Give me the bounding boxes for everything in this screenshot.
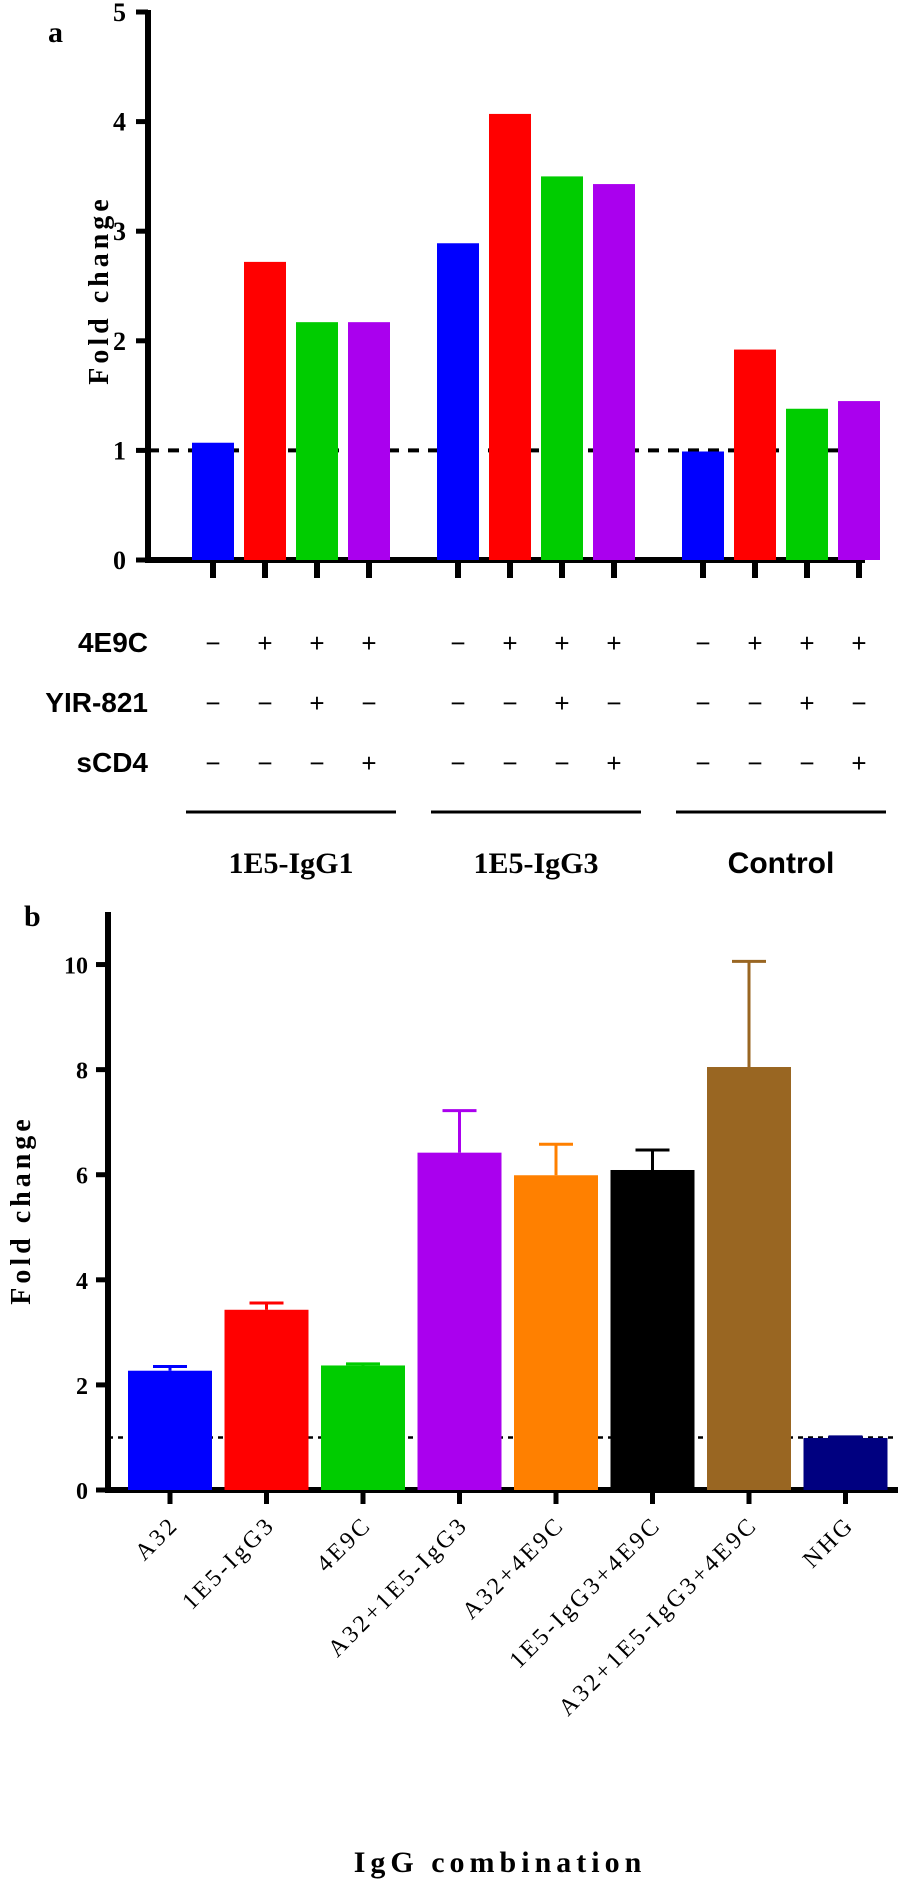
panel-a-bar bbox=[489, 113, 531, 560]
panel-a-bar bbox=[192, 442, 234, 560]
panel-a-condition-sign: − bbox=[554, 748, 569, 778]
panel-a-condition-sign: − bbox=[205, 628, 220, 658]
panel-a-group-label: Control bbox=[728, 847, 835, 880]
panel-a-bars bbox=[192, 113, 880, 561]
panel-b-y-tick-label: 10 bbox=[64, 954, 88, 980]
panel-a-bar bbox=[244, 261, 286, 560]
panel-a-condition-table: 4E9C − + + + − + + + − + + + YIR-821 − − + − − − + − − − + − sCD4 −… bbox=[45, 627, 886, 880]
panel-a-bar bbox=[437, 243, 479, 561]
panel-b-x-axis-title: IgG combination bbox=[354, 1846, 647, 1879]
panel-a-condition-sign: + bbox=[851, 628, 866, 658]
panel-a-bar bbox=[348, 322, 390, 560]
panel-b-y-tick-label: 4 bbox=[76, 1269, 88, 1295]
panel-b-y-tick-label: 8 bbox=[76, 1059, 88, 1085]
panel-a-condition-sign: − bbox=[695, 688, 710, 718]
panel-a-y-tick-label: 5 bbox=[113, 0, 126, 27]
panel-a-group-label: 1E5-IgG3 bbox=[473, 847, 598, 880]
panel-a-condition-sign: − bbox=[450, 688, 465, 718]
panel-b-bar bbox=[321, 1365, 405, 1490]
panel-a-bar bbox=[593, 184, 635, 560]
panel-b-y-tick-label: 6 bbox=[76, 1164, 88, 1190]
panel-a-bar bbox=[838, 401, 880, 560]
panel-a-condition-sign: − bbox=[851, 688, 866, 718]
panel-a-condition-sign: + bbox=[747, 628, 762, 658]
panel-a-condition-sign: − bbox=[361, 688, 376, 718]
panel-a-condition-sign: + bbox=[554, 688, 569, 718]
panel-a-condition-sign: − bbox=[205, 688, 220, 718]
panel-b-category-label: A32+1E5-IgG3+4E9C bbox=[554, 1512, 763, 1721]
panel-b-y-axis-title: Fold change bbox=[6, 1115, 37, 1304]
panel-b-category-label: NHG bbox=[798, 1512, 860, 1574]
panel-a-bar bbox=[734, 349, 776, 560]
panel-a-condition-sign: − bbox=[309, 748, 324, 778]
panel-b-category-label: A32 bbox=[130, 1512, 184, 1566]
panel-a-condition-sign: + bbox=[502, 628, 517, 658]
panel-a-condition-sign: + bbox=[554, 628, 569, 658]
panel-a-bar bbox=[682, 451, 724, 560]
panel-b-category-label: 4E9C bbox=[312, 1512, 378, 1578]
panel-b-y-tick-label: 0 bbox=[76, 1479, 88, 1505]
panel-a-condition-sign: − bbox=[502, 748, 517, 778]
panel-a-condition-sign: − bbox=[747, 748, 762, 778]
panel-a-row-label: YIR-821 bbox=[45, 687, 148, 718]
panel-a-row-label: sCD4 bbox=[76, 747, 148, 778]
panel-a-y-tick-label: 3 bbox=[113, 217, 126, 246]
panel-a-condition-sign: − bbox=[695, 748, 710, 778]
panel-b-bars bbox=[128, 959, 888, 1490]
panel-a-condition-sign: − bbox=[606, 688, 621, 718]
panel-b-bar bbox=[707, 1067, 791, 1490]
panel-a-condition-sign: + bbox=[799, 688, 814, 718]
panel-b-bar bbox=[610, 1169, 695, 1490]
panel-b-bar bbox=[514, 1175, 598, 1490]
panel-a-condition-sign: + bbox=[361, 748, 376, 778]
panel-a-y-tick-label: 2 bbox=[113, 327, 126, 356]
panel-a-condition-sign: − bbox=[257, 748, 272, 778]
panel-a-y-axis-title: Fold change bbox=[84, 195, 115, 384]
panel-b-bar bbox=[417, 1152, 502, 1490]
panel-a-label: a bbox=[48, 16, 63, 49]
panel-a-condition-sign: + bbox=[309, 688, 324, 718]
panel-a-row-label: 4E9C bbox=[78, 627, 148, 658]
panel-a-condition-sign: + bbox=[799, 628, 814, 658]
panel-a-bar bbox=[541, 176, 583, 560]
panel-a-condition-sign: − bbox=[450, 628, 465, 658]
panel-a-condition-sign: + bbox=[257, 628, 272, 658]
panel-a-condition-sign: − bbox=[695, 628, 710, 658]
panel-a-condition-sign: − bbox=[205, 748, 220, 778]
panel-a-y-tick-label: 4 bbox=[113, 108, 126, 137]
panel-b-bar bbox=[803, 1437, 888, 1490]
panel-a-condition-sign: + bbox=[606, 748, 621, 778]
panel-a-group-label: 1E5-IgG1 bbox=[228, 847, 353, 880]
panel-b-label: b bbox=[24, 900, 41, 933]
panel-a-condition-sign: − bbox=[502, 688, 517, 718]
panel-b-y-tick-label: 2 bbox=[76, 1374, 88, 1400]
panel-a-y-tick-label: 1 bbox=[113, 436, 126, 465]
panel-a-condition-sign: − bbox=[747, 688, 762, 718]
panel-a-condition-sign: + bbox=[606, 628, 621, 658]
panel-a-condition-sign: − bbox=[257, 688, 272, 718]
panel-b-category-label: 1E5-IgG3 bbox=[178, 1512, 281, 1615]
panel-a-y-tick-label: 0 bbox=[113, 546, 126, 575]
panel-a-condition-sign: − bbox=[450, 748, 465, 778]
panel-b-bar bbox=[128, 1370, 212, 1490]
panel-a-condition-sign: + bbox=[309, 628, 324, 658]
panel-a-condition-sign: + bbox=[851, 748, 866, 778]
panel-b-bar bbox=[224, 1309, 309, 1490]
panel-a-condition-sign: + bbox=[361, 628, 376, 658]
panel-a-bar bbox=[296, 322, 338, 560]
panel-a-bar bbox=[786, 408, 828, 560]
panel-a-condition-sign: − bbox=[799, 748, 814, 778]
